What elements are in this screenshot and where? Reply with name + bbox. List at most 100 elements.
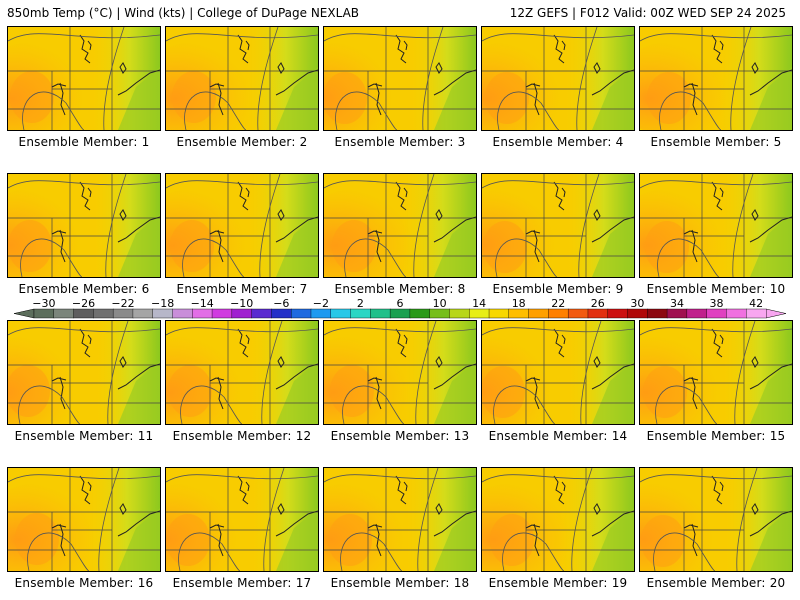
warm-core: [324, 72, 367, 124]
ensemble-member-map: [481, 26, 635, 131]
contour-warm: [335, 91, 398, 130]
colorbar-arrow-right: [765, 308, 787, 319]
cool-ne: [276, 361, 318, 424]
boundaries: [8, 27, 160, 130]
contour-north: [324, 474, 476, 483]
contour-east: [730, 27, 752, 130]
contour-warm: [178, 532, 241, 571]
contour-warm: [180, 385, 243, 424]
contour-east: [415, 321, 437, 424]
ensemble-member-label: Ensemble Member: 16: [14, 576, 154, 590]
lakes-coast: [209, 181, 318, 263]
ensemble-member-map: [481, 467, 635, 572]
ensemble-member-map: [165, 467, 319, 572]
lakes-coast: [51, 475, 160, 557]
contour-warm: [342, 385, 405, 424]
colorbar-box: [330, 308, 352, 319]
contour-east: [257, 27, 279, 130]
colorbar-box: [53, 308, 75, 319]
ensemble-member-label: Ensemble Member: 10: [646, 282, 786, 296]
ensemble-member-label: Ensemble Member: 15: [646, 429, 786, 443]
colorbar-tick-label: −26: [72, 297, 95, 310]
temperature-map: [640, 321, 792, 424]
colorbar-tick-label: −6: [273, 297, 289, 310]
temperature-map: [166, 174, 318, 277]
contour-east: [261, 321, 283, 424]
lakes-coast: [525, 181, 634, 263]
cool-ne: [118, 214, 160, 277]
contour-east: [736, 468, 758, 571]
ensemble-member-label: Ensemble Member: 5: [650, 135, 782, 149]
temperature-map: [8, 27, 160, 130]
contour-east: [259, 174, 281, 277]
warm-core: [10, 71, 54, 123]
boundaries: [166, 174, 318, 277]
lakes-coast: [51, 328, 160, 410]
ensemble-member-map: [323, 173, 477, 278]
warm-core: [168, 365, 212, 417]
ensemble-member-label: Ensemble Member: 2: [176, 135, 308, 149]
contour-north: [482, 33, 634, 42]
contour-north: [324, 33, 476, 42]
ensemble-member-map: [481, 173, 635, 278]
lakes-coast: [525, 475, 634, 557]
colorbar-box: [370, 308, 391, 319]
colorbar-box: [73, 308, 94, 319]
warm-core: [172, 71, 216, 123]
contour-east: [734, 321, 756, 424]
cool-ne: [592, 214, 634, 277]
colorbar-tick-label: 22: [551, 297, 565, 310]
contour-north: [640, 327, 792, 336]
colorbar-box: [607, 308, 629, 319]
contour-north: [482, 180, 634, 189]
ensemble-member-map: [323, 320, 477, 425]
contour-warm: [22, 91, 85, 130]
contour-north: [8, 33, 160, 42]
ensemble-member-label: Ensemble Member: 6: [18, 282, 150, 296]
lakes-coast: [683, 475, 792, 557]
cool-ne: [276, 214, 318, 277]
temperature-map: [640, 174, 792, 277]
boundaries: [324, 174, 476, 277]
ensemble-member-map: [323, 26, 477, 131]
contour-warm: [502, 532, 565, 571]
chart-title: 850mb Temp (°C) | Wind (kts) | College o…: [7, 6, 360, 20]
colorbar-box: [132, 308, 154, 319]
colorbar-box: [231, 308, 253, 319]
colorbar-tick-label: 34: [670, 297, 684, 310]
colorbar-tick-label: 10: [433, 297, 447, 310]
colorbar-box: [389, 308, 411, 319]
contour-warm: [184, 91, 247, 130]
temperature-map: [640, 468, 792, 571]
contour-north: [324, 327, 476, 336]
temperature-map: [8, 468, 160, 571]
contour-north: [166, 474, 318, 483]
warm-core: [641, 515, 685, 567]
temperature-map: [324, 27, 476, 130]
lakes-coast: [51, 181, 160, 263]
colorbar-box: [746, 308, 767, 319]
cool-ne: [118, 361, 160, 424]
contour-north: [8, 180, 160, 189]
contour-east: [578, 174, 600, 277]
ensemble-member-label: Ensemble Member: 11: [14, 429, 154, 443]
warm-core: [483, 221, 527, 273]
contour-warm: [497, 91, 560, 130]
colorbar-box: [409, 308, 431, 319]
warm-core: [647, 72, 691, 124]
contour-east: [732, 174, 754, 277]
ensemble-member-label: Ensemble Member: 4: [492, 135, 624, 149]
cool-ne: [750, 508, 792, 571]
temperature-map: [166, 27, 318, 130]
colorbar-ticks: −30 −26 −22 −18 −14 −10 −6 −2 2 6 10 14 18 22 26 30 34 38…: [32, 297, 763, 310]
colorbar-box: [647, 308, 668, 319]
ensemble-member-map: [7, 173, 161, 278]
colorbar-box: [686, 308, 708, 319]
colorbar-box: [429, 308, 450, 319]
temperature-map: [482, 468, 634, 571]
colorbar-box: [271, 308, 292, 319]
boundaries: [640, 468, 792, 571]
colorbar-box: [488, 308, 510, 319]
colorbar-tick-label: −10: [230, 297, 253, 310]
warm-core: [490, 514, 534, 566]
